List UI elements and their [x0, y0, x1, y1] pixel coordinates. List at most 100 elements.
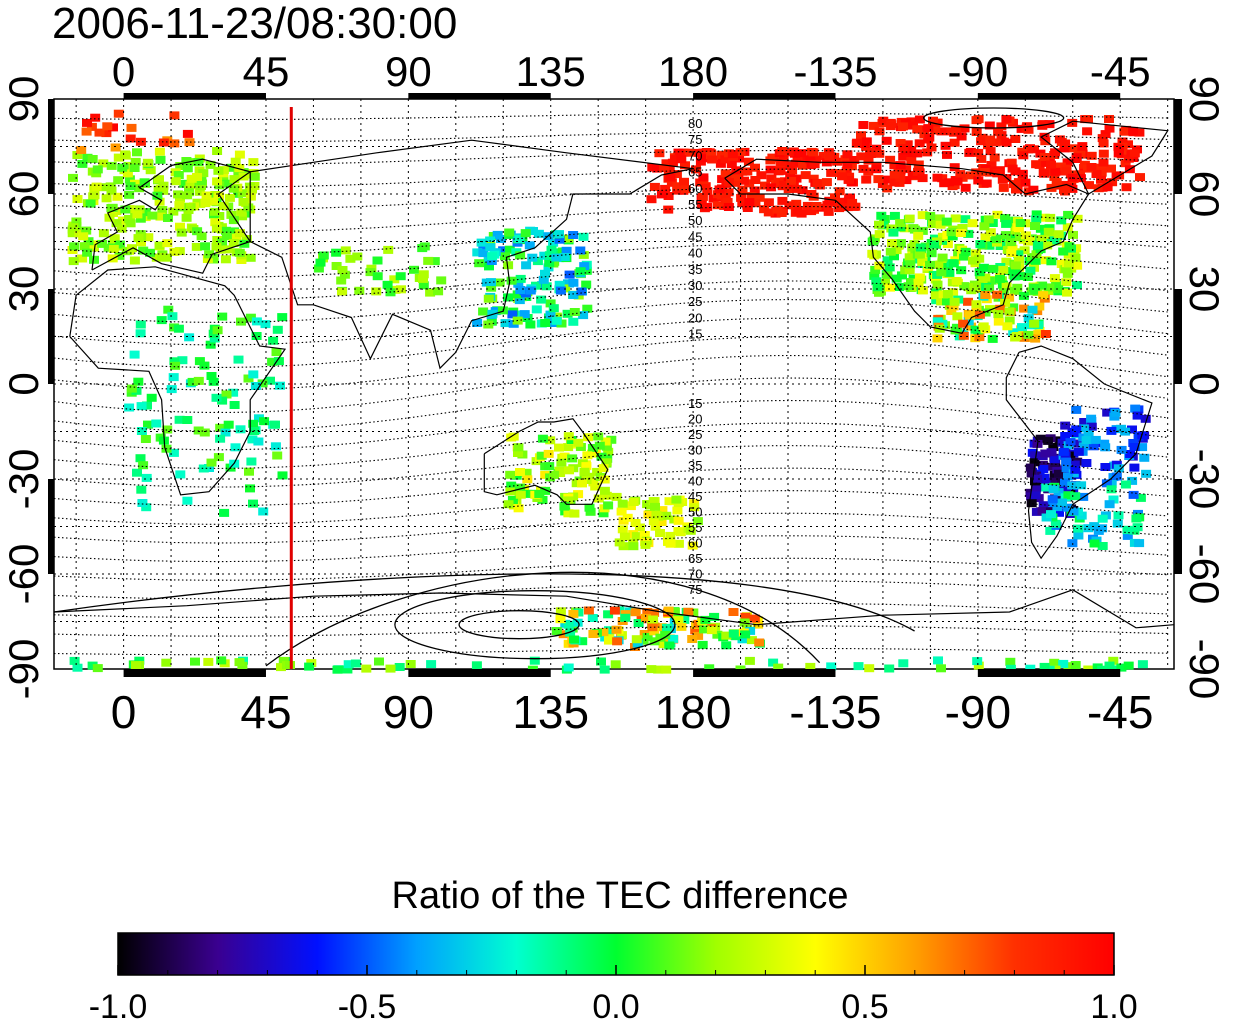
- lat-tick-right: 0: [1181, 372, 1228, 395]
- tec-cell: [573, 438, 584, 447]
- tec-cell: [1038, 465, 1049, 473]
- tec-cell: [1134, 539, 1145, 548]
- tec-cell: [191, 242, 202, 251]
- tec-cell: [646, 665, 657, 674]
- tec-cell: [773, 177, 784, 186]
- tec-cell: [245, 253, 256, 262]
- tec-cell: [216, 656, 227, 665]
- tec-cell: [124, 190, 135, 199]
- tec-cell: [987, 166, 998, 175]
- tec-cell: [664, 497, 675, 506]
- tec-cell: [206, 458, 217, 467]
- tec-cell: [720, 155, 731, 164]
- tec-cell: [913, 160, 924, 169]
- tec-cell: [512, 290, 523, 299]
- tec-cell: [895, 174, 906, 182]
- contour-label-north: 40: [688, 246, 702, 261]
- tec-cell: [1045, 462, 1055, 471]
- tec-cell: [486, 283, 497, 292]
- tec-cell: [697, 154, 708, 163]
- tec-cell: [111, 219, 122, 228]
- tec-cell: [1049, 658, 1060, 667]
- tec-cell: [578, 232, 589, 241]
- tec-cell: [864, 664, 875, 673]
- tec-cell: [661, 665, 672, 674]
- tec-cell: [577, 479, 587, 488]
- tec-cell: [76, 146, 87, 154]
- tec-cell: [221, 390, 232, 399]
- tec-cell: [728, 629, 739, 638]
- tec-cell: [1120, 427, 1131, 436]
- tec-cell: [132, 148, 142, 157]
- tec-cell: [826, 662, 837, 671]
- tec-cell: [203, 657, 214, 666]
- tec-cell: [881, 136, 892, 145]
- tec-cell: [965, 171, 976, 180]
- tec-cell: [874, 230, 885, 239]
- tec-cell: [175, 162, 186, 170]
- tec-cell: [1096, 168, 1107, 177]
- lon-tick-bottom: 45: [240, 686, 291, 738]
- colorbar-tick-label: -0.5: [338, 988, 397, 1024]
- tec-cell: [614, 538, 625, 547]
- tec-cell: [174, 201, 185, 209]
- tec-cell: [609, 606, 620, 615]
- tec-cell: [596, 452, 607, 461]
- tec-cell: [418, 274, 428, 283]
- map-panel: 8075706560555045403530252015152025303540…: [48, 93, 1182, 677]
- tec-cell: [891, 274, 902, 283]
- contour-label-north: 45: [688, 229, 702, 244]
- contour-label-south: 45: [688, 489, 702, 504]
- contour-label-north: 15: [688, 327, 702, 342]
- tec-cell: [664, 164, 675, 172]
- tec-cell: [1086, 163, 1097, 171]
- tec-cell: [723, 203, 734, 211]
- tec-cell: [1001, 282, 1012, 291]
- tec-cell: [125, 134, 136, 143]
- tec-cell: [331, 248, 342, 257]
- tec-cell: [914, 273, 925, 282]
- tec-cell: [904, 253, 915, 262]
- tec-cell: [798, 161, 808, 170]
- tec-cell: [124, 403, 135, 412]
- tec-cell: [275, 381, 285, 390]
- tec-cell: [549, 470, 559, 479]
- tec-cell: [805, 662, 816, 671]
- tec-cell: [1062, 158, 1073, 167]
- tec-cell: [932, 280, 943, 289]
- tec-cell: [1072, 261, 1083, 270]
- tec-cell: [992, 169, 1003, 178]
- contour-line: [53, 602, 1168, 619]
- tec-cell: [1063, 472, 1073, 481]
- tec-cell: [600, 437, 611, 446]
- tec-cell: [968, 256, 978, 265]
- tec-cell: [679, 177, 689, 186]
- tec-cell: [1020, 231, 1031, 240]
- tec-cell: [970, 249, 981, 258]
- tec-cell: [861, 175, 872, 184]
- tec-cell: [531, 305, 542, 314]
- tec-cell: [1061, 464, 1072, 473]
- tec-cell: [663, 205, 674, 214]
- tec-cell: [972, 657, 983, 666]
- tec-cell: [1033, 330, 1044, 339]
- tec-cell: [619, 532, 630, 541]
- tec-cell: [304, 662, 315, 671]
- tec-cell: [1071, 153, 1082, 162]
- tec-cell: [218, 202, 229, 210]
- tec-cell: [837, 172, 848, 181]
- tec-cell: [212, 147, 223, 155]
- tec-cell: [250, 382, 261, 390]
- tec-cell: [183, 206, 194, 214]
- tec-cell: [1013, 250, 1024, 259]
- tec-cell: [540, 319, 551, 327]
- tec-cell: [217, 238, 228, 247]
- tec-cell: [905, 260, 916, 269]
- tec-cell: [1108, 495, 1119, 504]
- tec-cell: [161, 253, 172, 262]
- tec-cell: [1010, 135, 1021, 143]
- tec-cell: [1049, 274, 1060, 283]
- tec-cell: [394, 663, 405, 671]
- tec-cell: [113, 176, 124, 185]
- tec-cell: [974, 333, 985, 342]
